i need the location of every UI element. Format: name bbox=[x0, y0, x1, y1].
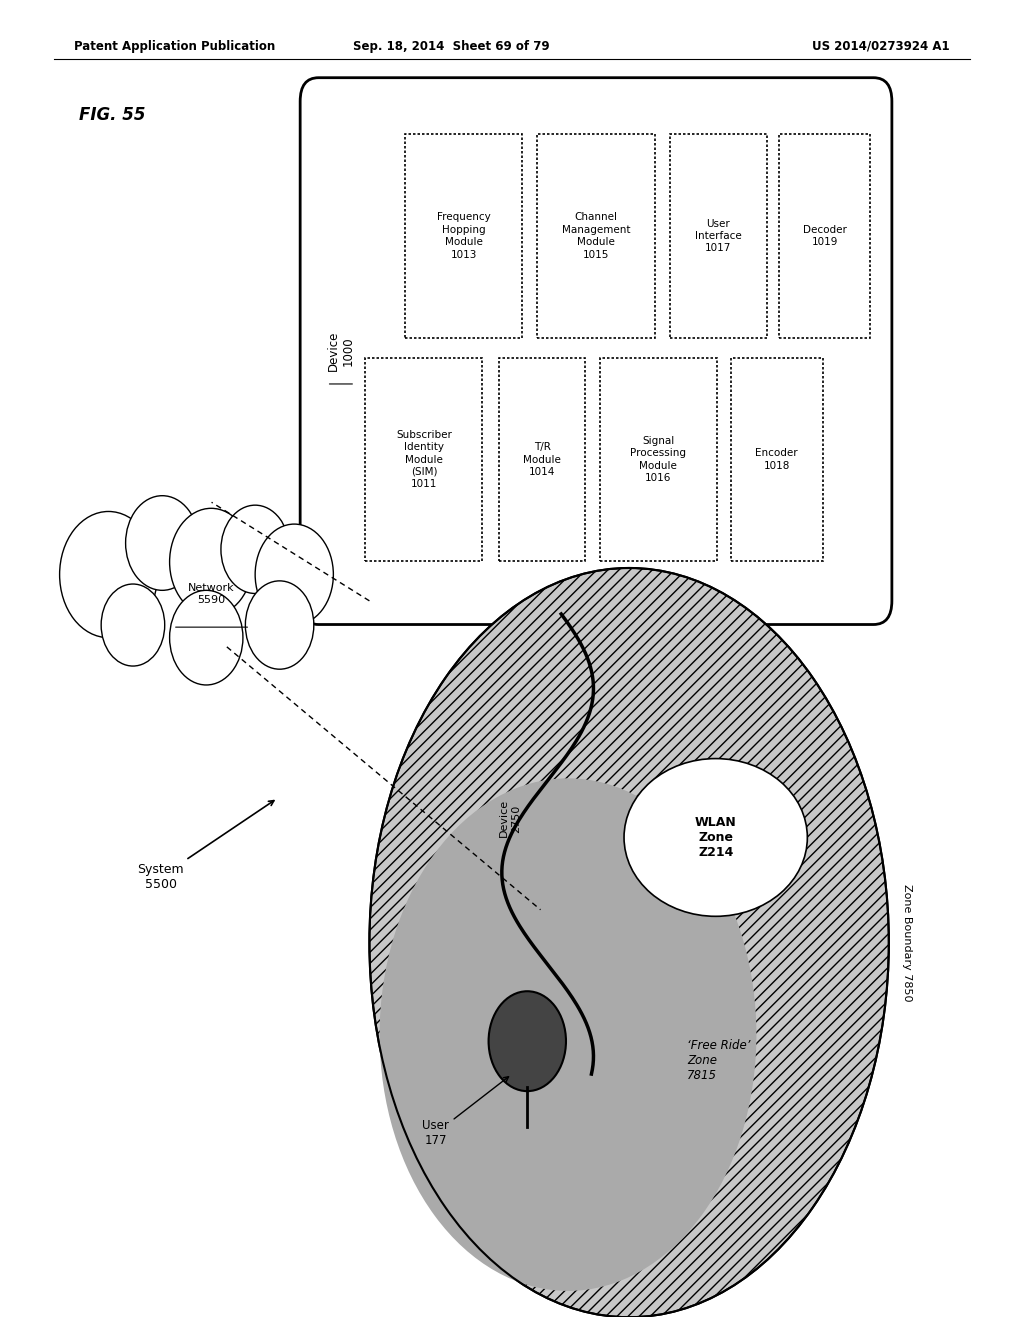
Text: Network
5590: Network 5590 bbox=[188, 583, 234, 605]
Bar bbox=[731, 358, 822, 561]
Text: Device
2750: Device 2750 bbox=[499, 800, 521, 837]
Bar bbox=[538, 135, 654, 338]
Ellipse shape bbox=[380, 779, 757, 1291]
Circle shape bbox=[126, 496, 199, 590]
Text: User
177: User 177 bbox=[422, 1077, 509, 1147]
Text: Frequency
Hopping
Module
1013: Frequency Hopping Module 1013 bbox=[437, 213, 490, 260]
Text: Device
1000: Device 1000 bbox=[327, 331, 355, 371]
Text: Channel
Management
Module
1015: Channel Management Module 1015 bbox=[562, 213, 630, 260]
Circle shape bbox=[246, 581, 313, 669]
Ellipse shape bbox=[624, 759, 807, 916]
Circle shape bbox=[170, 590, 243, 685]
Circle shape bbox=[101, 583, 165, 667]
Text: US 2014/0273924 A1: US 2014/0273924 A1 bbox=[812, 40, 950, 53]
Ellipse shape bbox=[370, 568, 889, 1317]
Bar bbox=[499, 358, 586, 561]
Text: Patent Application Publication: Patent Application Publication bbox=[74, 40, 275, 53]
Text: Signal
Processing
Module
1016: Signal Processing Module 1016 bbox=[630, 436, 686, 483]
Text: System
5500: System 5500 bbox=[137, 801, 273, 891]
Text: WLAN
Zone
Z214: WLAN Zone Z214 bbox=[695, 816, 736, 859]
Bar bbox=[366, 358, 482, 561]
Text: User
Interface
1017: User Interface 1017 bbox=[695, 219, 741, 253]
Text: Sep. 18, 2014  Sheet 69 of 79: Sep. 18, 2014 Sheet 69 of 79 bbox=[352, 40, 549, 53]
Text: ‘Free Ride’
Zone
7815: ‘Free Ride’ Zone 7815 bbox=[687, 1039, 751, 1082]
Text: Zone Boundary 7850: Zone Boundary 7850 bbox=[902, 884, 912, 1002]
Circle shape bbox=[255, 524, 334, 626]
FancyBboxPatch shape bbox=[300, 78, 892, 624]
Text: T/R
Module
1014: T/R Module 1014 bbox=[523, 442, 561, 477]
Bar bbox=[406, 135, 522, 338]
Text: Subscriber
Identity
Module
(SIM)
1011: Subscriber Identity Module (SIM) 1011 bbox=[396, 430, 452, 490]
Bar bbox=[779, 135, 870, 338]
Text: FIG. 55: FIG. 55 bbox=[79, 106, 145, 124]
Text: Decoder
1019: Decoder 1019 bbox=[803, 224, 847, 247]
Text: Encoder
1018: Encoder 1018 bbox=[756, 449, 798, 471]
Bar bbox=[670, 135, 767, 338]
Bar bbox=[600, 358, 717, 561]
Circle shape bbox=[59, 511, 158, 638]
Circle shape bbox=[170, 508, 253, 615]
Circle shape bbox=[488, 991, 566, 1092]
Circle shape bbox=[221, 506, 290, 594]
